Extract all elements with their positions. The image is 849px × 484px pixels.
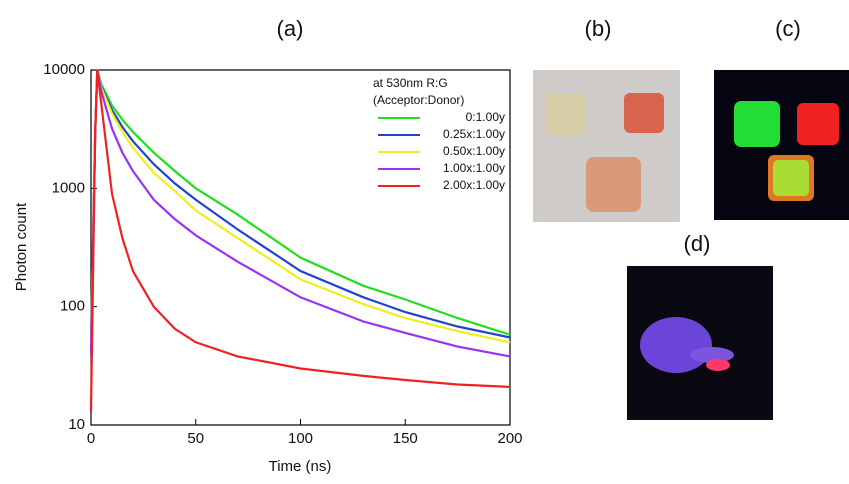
legend-label: 0.25x:1.00y — [443, 127, 505, 141]
y-axis-label: Photon count — [13, 202, 30, 291]
x-tick-label: 50 — [187, 430, 204, 447]
data-line — [89, 69, 511, 343]
panel-label: (d) — [684, 231, 711, 256]
y-tick-label: 1000 — [52, 179, 85, 196]
x-tick-label: 0 — [87, 430, 95, 447]
y-tick-label: 100 — [60, 298, 85, 315]
y-tick-label: 10 — [68, 416, 85, 433]
panel-label: (b) — [585, 16, 612, 41]
photo-b — [533, 70, 680, 222]
legend-title: at 530nm R:G — [373, 76, 448, 90]
panel-label: (c) — [775, 16, 801, 41]
legend-label: 0.50x:1.00y — [443, 144, 505, 158]
x-tick-label: 200 — [497, 430, 522, 447]
y-tick-label: 10000 — [43, 61, 85, 78]
legend-label: 2.00x:1.00y — [443, 178, 505, 192]
data-line — [89, 69, 511, 412]
legend-title: (Acceptor:Donor) — [373, 93, 464, 107]
photo-d — [627, 266, 773, 420]
plot-area — [90, 69, 511, 426]
legend-label: 0:1.00y — [466, 110, 505, 124]
x-tick-label: 100 — [288, 430, 313, 447]
x-tick-label: 150 — [393, 430, 418, 447]
legend-label: 1.00x:1.00y — [443, 161, 505, 175]
x-axis-label: Time (ns) — [269, 458, 332, 475]
panel-label: (a) — [277, 16, 304, 41]
photo-c — [714, 70, 849, 220]
